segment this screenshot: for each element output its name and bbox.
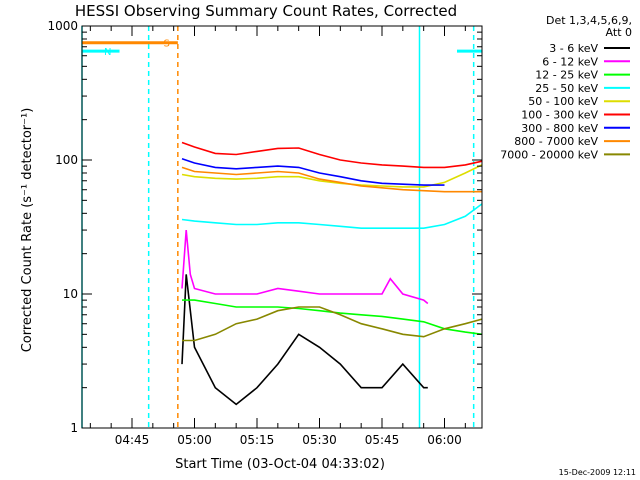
state-label-n: N (104, 47, 111, 58)
series-line-8 (182, 306, 483, 342)
plot-area: SN (81, 26, 483, 428)
series-line-7 (181, 166, 482, 193)
series-line-3 (181, 203, 483, 229)
series-line-6 (181, 158, 445, 186)
y-tick-label: 1 (70, 421, 78, 435)
x-tick-label: 06:00 (427, 433, 462, 447)
series-line-0 (181, 274, 428, 406)
legend-label-5: 100 - 300 keV (521, 109, 598, 122)
series-line-1 (181, 230, 429, 305)
series-line-2 (182, 299, 483, 336)
legend-label-6: 300 - 800 keV (521, 122, 598, 135)
series-line-5 (181, 141, 483, 169)
legend-label-7: 800 - 7000 keV (514, 135, 598, 148)
footer-timestamp: 15-Dec-2009 12:11 (559, 468, 636, 477)
legend-label-4: 50 - 100 keV (528, 95, 598, 108)
x-tick-label: 05:45 (365, 433, 400, 447)
legend-header-line: Att 0 (606, 26, 632, 39)
legend-label-1: 6 - 12 keV (542, 55, 598, 68)
legend-label-0: 3 - 6 keV (549, 42, 598, 55)
legend-label-2: 12 - 25 keV (535, 69, 598, 82)
state-label-s: S (163, 39, 169, 50)
y-tick-label: 100 (55, 153, 78, 167)
x-tick-label: 05:30 (302, 433, 337, 447)
y-axis-label: Corrected Count Rate (s⁻¹ detector⁻¹) (20, 108, 35, 353)
plot-frame (81, 25, 483, 429)
legend-label-8: 7000 - 20000 keV (500, 148, 598, 161)
y-tick-label: 1000 (47, 19, 78, 33)
x-tick-label: 04:45 (115, 433, 150, 447)
legend-label-3: 25 - 50 keV (535, 82, 598, 95)
x-axis-label: Start Time (03-Oct-04 04:33:02) (175, 457, 385, 472)
axes: 1 10 100 1000 04:45 05:00 05:15 05:30 05:45 06:00 (47, 19, 483, 447)
chart-title: HESSI Observing Summary Count Rates, Cor… (75, 2, 457, 20)
x-tick-label: 05:15 (240, 433, 275, 447)
legend-header-line: Det 1,3,4,5,6,9, (546, 14, 632, 27)
y-tick-label: 10 (63, 287, 78, 301)
x-tick-label: 05:00 (177, 433, 212, 447)
